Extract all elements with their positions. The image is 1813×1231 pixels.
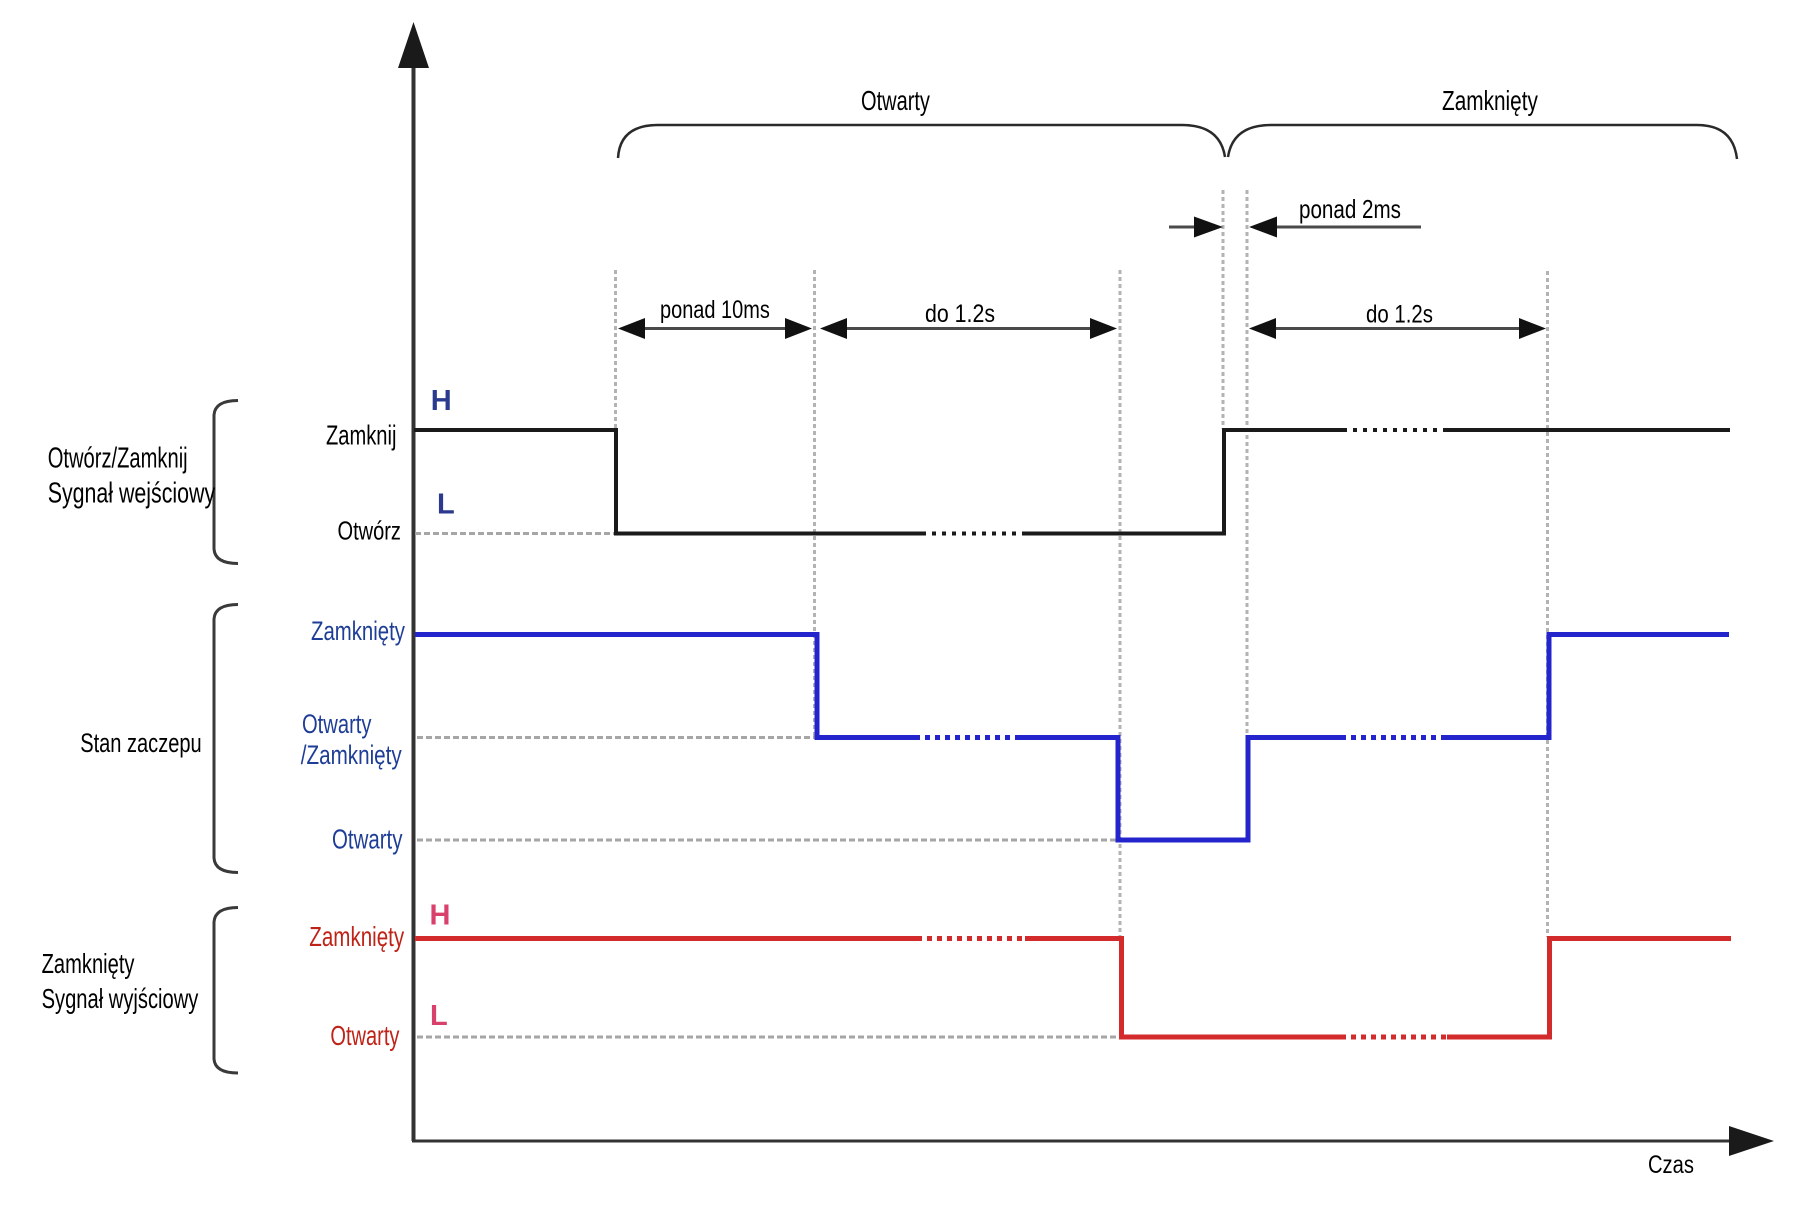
svg-text:L: L [430, 1000, 448, 1032]
svg-text:Otwarty: Otwarty [332, 825, 403, 856]
svg-text:Zamknięty: Zamknięty [1442, 86, 1538, 117]
svg-text:do 1.2s: do 1.2s [1366, 300, 1433, 328]
svg-text:Zamknij: Zamknij [326, 420, 396, 451]
svg-text:H: H [430, 900, 451, 932]
svg-text:ponad 10ms: ponad 10ms [660, 296, 770, 324]
svg-text:L: L [437, 489, 455, 521]
svg-text:Otwarty: Otwarty [302, 709, 372, 740]
svg-text:Otwarty: Otwarty [330, 1021, 399, 1052]
svg-text:Zamknięty: Zamknięty [309, 922, 404, 953]
svg-text:/Zamknięty: /Zamknięty [301, 740, 402, 770]
svg-text:Otwórz: Otwórz [338, 516, 401, 545]
svg-text:Stan zaczepu: Stan zaczepu [80, 728, 201, 759]
svg-text:H: H [431, 385, 452, 417]
svg-text:Sygnał wyjściowy: Sygnał wyjściowy [42, 984, 199, 1015]
svg-text:Czas: Czas [1648, 1150, 1694, 1179]
svg-text:ponad 2ms: ponad 2ms [1299, 195, 1401, 224]
svg-text:Zamknięty: Zamknięty [42, 949, 136, 980]
svg-text:do 1.2s: do 1.2s [925, 299, 995, 327]
svg-text:Zamknięty: Zamknięty [311, 616, 405, 646]
svg-text:Sygnał wejściowy: Sygnał wejściowy [48, 477, 216, 509]
svg-text:Otwórz/Zamknij: Otwórz/Zamknij [48, 442, 188, 475]
svg-text:Otwarty: Otwarty [861, 86, 931, 117]
